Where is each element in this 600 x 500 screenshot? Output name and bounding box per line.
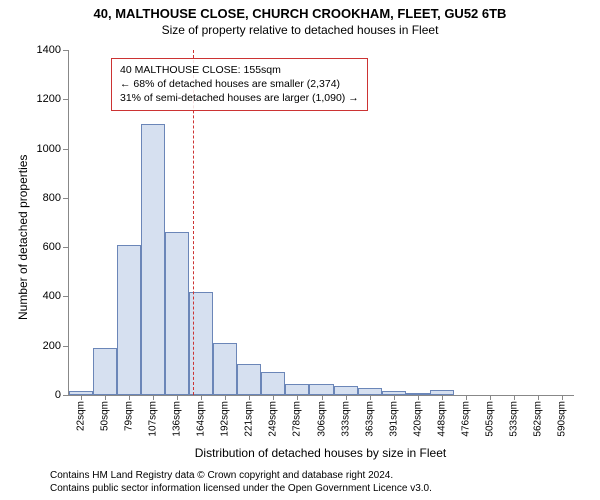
x-tick-mark [322,395,323,400]
x-tick-label: 107sqm [148,401,159,437]
x-tick-mark [418,395,419,400]
y-tick-label: 200 [43,340,61,352]
x-tick-label: 333sqm [340,401,351,437]
y-tick-label: 1400 [37,44,61,56]
annotation-line: ← 68% of detached houses are smaller (2,… [120,77,359,91]
x-tick-mark [490,395,491,400]
x-tick-mark [81,395,82,400]
histogram-bar [117,245,141,395]
y-tick-mark [63,50,69,51]
x-tick-label: 476sqm [460,401,471,437]
footer-line-1: Contains HM Land Registry data © Crown c… [50,470,393,481]
histogram-bar [165,232,189,395]
x-tick-mark [273,395,274,400]
y-tick-mark [63,346,69,347]
x-tick-label: 420sqm [412,401,423,437]
x-tick-label: 363sqm [364,401,375,437]
y-tick-mark [63,149,69,150]
x-tick-mark [370,395,371,400]
annotation-line: 40 MALTHOUSE CLOSE: 155sqm [120,63,359,77]
chart-container: 40, MALTHOUSE CLOSE, CHURCH CROOKHAM, FL… [0,0,600,500]
x-tick-label: 192sqm [220,401,231,437]
x-tick-mark [514,395,515,400]
x-tick-label: 278sqm [292,401,303,437]
y-tick-mark [63,198,69,199]
histogram-bar [358,388,382,395]
x-tick-mark [153,395,154,400]
x-tick-label: 50sqm [100,401,111,431]
y-tick-mark [63,395,69,396]
x-tick-mark [225,395,226,400]
histogram-bar [261,372,285,395]
y-tick-label: 800 [43,192,61,204]
x-tick-label: 562sqm [532,401,543,437]
histogram-bar [334,386,358,395]
x-tick-label: 391sqm [388,401,399,437]
x-tick-mark [177,395,178,400]
x-tick-label: 590sqm [556,401,567,437]
x-tick-label: 79sqm [124,401,135,431]
histogram-bar [141,124,165,395]
x-tick-mark [249,395,250,400]
histogram-bar [213,343,237,395]
y-axis-label: Number of detached properties [16,155,30,320]
y-tick-label: 400 [43,290,61,302]
histogram-bar [237,364,261,395]
x-tick-mark [562,395,563,400]
x-tick-label: 136sqm [172,401,183,437]
annotation-box: 40 MALTHOUSE CLOSE: 155sqm← 68% of detac… [111,58,368,111]
histogram-bar [285,384,309,395]
x-tick-label: 448sqm [436,401,447,437]
x-tick-mark [346,395,347,400]
chart-title-main: 40, MALTHOUSE CLOSE, CHURCH CROOKHAM, FL… [0,6,600,21]
chart-title-sub: Size of property relative to detached ho… [0,23,600,37]
footer-line-2: Contains public sector information licen… [50,483,432,494]
x-tick-mark [442,395,443,400]
y-tick-label: 1200 [37,93,61,105]
x-tick-mark [297,395,298,400]
x-tick-mark [201,395,202,400]
y-tick-mark [63,247,69,248]
x-axis-label: Distribution of detached houses by size … [68,446,573,460]
x-tick-label: 505sqm [484,401,495,437]
y-tick-label: 0 [55,389,61,401]
x-tick-mark [129,395,130,400]
x-tick-label: 306sqm [316,401,327,437]
y-tick-mark [63,99,69,100]
y-tick-label: 600 [43,241,61,253]
plot-area: 020040060080010001200140022sqm50sqm79sqm… [68,50,574,396]
x-tick-mark [466,395,467,400]
x-tick-label: 533sqm [508,401,519,437]
y-tick-mark [63,296,69,297]
x-tick-label: 221sqm [244,401,255,437]
y-tick-label: 1000 [37,143,61,155]
x-tick-label: 249sqm [268,401,279,437]
x-tick-mark [538,395,539,400]
annotation-line: 31% of semi-detached houses are larger (… [120,91,359,105]
x-tick-label: 164sqm [196,401,207,437]
x-tick-mark [394,395,395,400]
histogram-bar [93,348,117,395]
x-tick-mark [105,395,106,400]
histogram-bar [309,384,333,395]
x-tick-label: 22sqm [76,401,87,431]
